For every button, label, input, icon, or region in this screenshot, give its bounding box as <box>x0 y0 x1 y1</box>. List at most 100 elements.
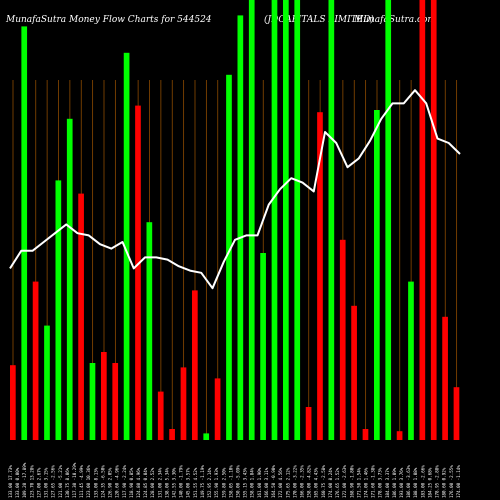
bar-up <box>260 253 266 440</box>
x-tick-label: 171.60 -1.38% <box>371 465 376 498</box>
bar-down <box>430 0 437 440</box>
bar-down <box>135 105 141 440</box>
bar-down <box>192 290 198 440</box>
x-tick-label: 124.85 0.04% <box>143 467 148 498</box>
site-name-left[interactable]: MunafaSutra <box>6 15 67 25</box>
bar-up <box>123 52 130 441</box>
bar-up <box>271 0 278 440</box>
x-tick-label: 166.00 3.11% <box>264 467 269 498</box>
x-tick-label: 117.90 -2.24% <box>122 465 127 498</box>
x-tick-label: 124.80 4.96% <box>136 467 141 498</box>
x-tick-label: 131.00 2.34% <box>157 467 162 498</box>
bar-down <box>10 365 16 440</box>
bar-down <box>101 352 107 440</box>
x-tick-label: 126.90 2.05% <box>108 467 113 498</box>
x-tick-label: 159.80 2.50% <box>221 467 226 498</box>
site-name-right[interactable]: MunafaSutra.com <box>354 15 436 25</box>
bar-up <box>237 15 244 441</box>
x-tick-label: 133.00 8.13% <box>93 467 98 498</box>
bar-down <box>305 407 312 440</box>
bar-up <box>21 26 28 441</box>
bar-down <box>78 193 84 440</box>
bar-up <box>248 0 255 440</box>
x-tick-label: 164.50 -0.90% <box>271 465 276 498</box>
x-tick-label: 171.50 1.54% <box>356 467 361 498</box>
x-tick-label: 178.00 3.73% <box>378 467 383 498</box>
x-tick-labels: 133.00 17.73% 133.00 0.00% 109.20 -17.89% 1… <box>8 462 461 498</box>
x-tick-label: 178.95 -2.88% <box>435 465 440 498</box>
money-flow-line <box>9 89 461 290</box>
x-tick-label: 155.90 1.93% <box>214 467 219 498</box>
x-tick-label: 193.00 3.76% <box>399 467 404 498</box>
bar-down <box>396 431 403 440</box>
bar-up <box>294 0 301 440</box>
bar-up <box>226 74 232 441</box>
x-tick-label: 168.90 -1.80% <box>349 465 354 498</box>
x-tick-label: 174.00 8.24% <box>328 467 333 498</box>
x-tick-label: 123.00 10.36% <box>86 465 91 498</box>
x-tick-label: 175.65 2.12% <box>285 467 290 498</box>
bar-up <box>55 180 62 440</box>
x-tick-label: 133.00 17.73% <box>8 465 13 498</box>
x-tick-label: 184.00 3.37% <box>385 467 390 498</box>
bar-up <box>283 0 289 440</box>
x-tick-label: 155.15 3.43% <box>243 467 248 498</box>
x-tick-label: 142.55 3.30% <box>172 467 177 498</box>
x-tick-label: 118.90 0.85% <box>129 467 134 498</box>
x-tick-label: 140.00 -1.79% <box>179 465 184 498</box>
x-tick-label: 188.00 1.08% <box>413 467 418 498</box>
x-tick-label: 109.20 -17.89% <box>22 462 27 498</box>
bar-down <box>214 378 221 440</box>
x-tick-label: 174.00 -1.14% <box>456 465 461 498</box>
x-tick-label: 127.00 2.67% <box>36 467 41 498</box>
x-tick-label: 145.00 3.57% <box>186 467 191 498</box>
x-tick-label: 158.00 1.84% <box>250 467 255 498</box>
x-tick-label: 124.35 -6.50% <box>100 465 105 498</box>
bar-down <box>32 281 39 440</box>
chart-header: MunafaSutra Money Flow Charts for 544524… <box>6 15 496 29</box>
x-tick-label: 176.00 -2.55% <box>449 465 454 498</box>
bar-down <box>180 367 187 440</box>
x-tick-label: 117.30 -10.29% <box>72 462 77 498</box>
x-tick-label: 152.95 2.14% <box>207 467 212 498</box>
x-tick-label: 120.60 -4.96% <box>115 465 120 498</box>
bar-down <box>157 391 164 440</box>
bar-up <box>203 433 210 440</box>
bar-down <box>362 429 369 440</box>
x-tick-label: 186.00 -3.63% <box>406 465 411 498</box>
x-tick-label: 111.45 -4.99% <box>79 465 84 498</box>
bar-up <box>328 0 335 440</box>
x-tick-label: 123.70 13.28% <box>29 465 34 498</box>
x-tick-label: 183.00 -2.66% <box>420 465 425 498</box>
x-tick-label: 150.00 -5.09% <box>236 465 241 498</box>
x-tick-label: 184.25 0.68% <box>427 467 432 498</box>
x-tick-label: 165.00 4.43% <box>314 467 319 498</box>
bar-up <box>44 325 50 440</box>
x-tick-label: 172.00 -2.63% <box>342 465 347 498</box>
x-tick-label: 131.00 3.15% <box>44 467 49 498</box>
company-name: (JDCAPITALS LIMITED) <box>264 15 374 25</box>
bar-series <box>10 0 460 441</box>
x-tick-label: 170.00 -3.22% <box>292 465 297 498</box>
bar-down <box>419 0 426 440</box>
bar-up <box>66 118 73 441</box>
bar-down <box>453 387 460 440</box>
bar-down <box>317 112 323 440</box>
bar-down <box>112 363 119 440</box>
bar-down <box>351 305 357 440</box>
x-tick-label: 158.00 -4.82% <box>307 465 312 498</box>
bar-up <box>89 363 96 440</box>
chart-title: Money Flow Charts for 544524 <box>69 15 212 25</box>
x-tick-label: 149.75 -1.19% <box>200 465 205 498</box>
x-tick-label: 151.55 4.52% <box>193 467 198 498</box>
x-tick-label: 133.00 0.00% <box>15 467 20 498</box>
bar-down <box>442 316 448 440</box>
x-tick-label: 161.00 1.90% <box>257 467 262 498</box>
x-tick-label: 121.00 -5.21% <box>58 465 63 498</box>
line-series <box>9 89 461 290</box>
x-tick-label: 158.05 -1.10% <box>228 465 233 498</box>
bar-down <box>339 239 346 440</box>
x-tick-label: 160.75 -2.58% <box>321 465 326 498</box>
x-tick-label: 174.00 1.46% <box>363 467 368 498</box>
